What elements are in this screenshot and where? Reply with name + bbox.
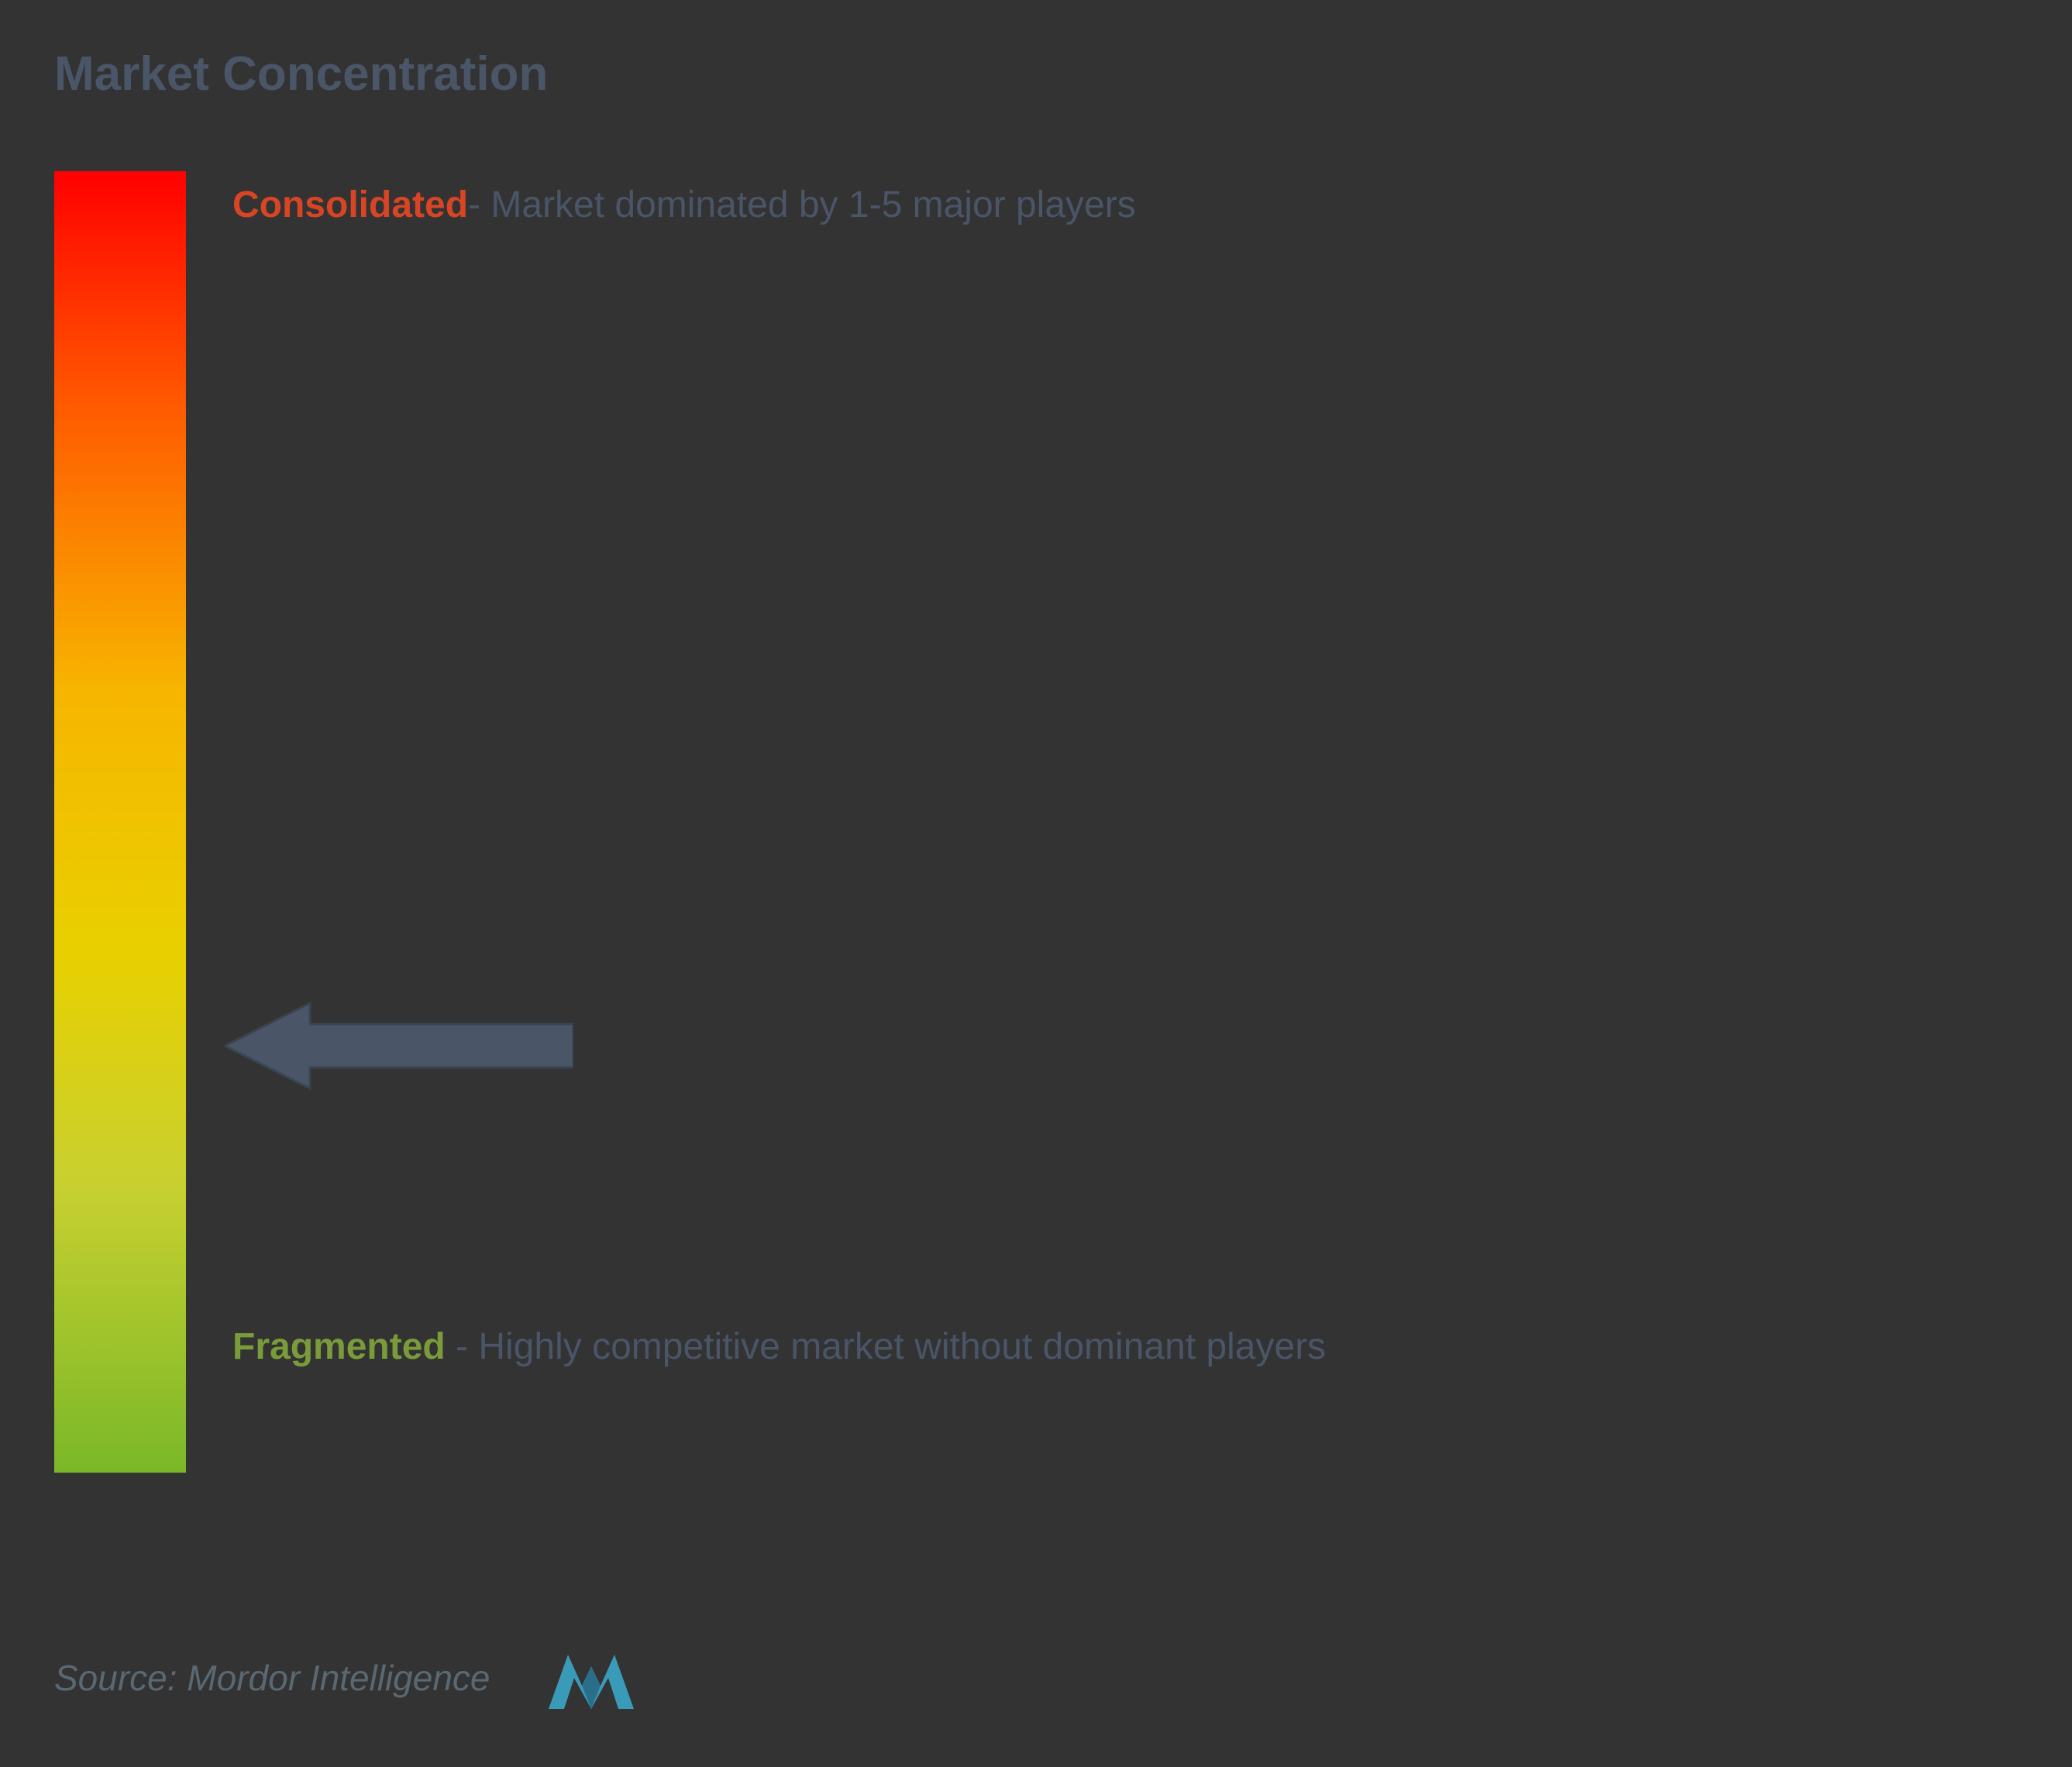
- arrow-left-icon: [225, 999, 573, 1092]
- consolidated-label: Consolidated- Market dominated by 1-5 ma…: [232, 179, 1136, 231]
- gradient-svg: [54, 171, 186, 1473]
- chart-title: Market Concentration: [54, 46, 2018, 101]
- concentration-gradient-bar: [54, 171, 186, 1473]
- consolidated-highlight: Consolidated: [232, 184, 468, 225]
- logo-svg: [545, 1643, 638, 1713]
- content-area: Consolidated- Market dominated by 1-5 ma…: [54, 171, 2018, 1473]
- source-text: Source: Mordor Intelligence: [54, 1657, 490, 1699]
- fragmented-description: - Highly competitive market without domi…: [446, 1326, 1326, 1367]
- fragmented-label: Fragmented - Highly competitive market w…: [232, 1318, 1326, 1377]
- consolidated-description: - Market dominated by 1-5 major players: [468, 184, 1136, 225]
- indicator-arrow: [225, 999, 573, 1096]
- source-row: Source: Mordor Intelligence: [54, 1643, 638, 1713]
- labels-column: Consolidated- Market dominated by 1-5 ma…: [232, 171, 2018, 1473]
- mordor-logo-icon: [545, 1643, 638, 1713]
- fragmented-highlight: Fragmented: [232, 1326, 446, 1367]
